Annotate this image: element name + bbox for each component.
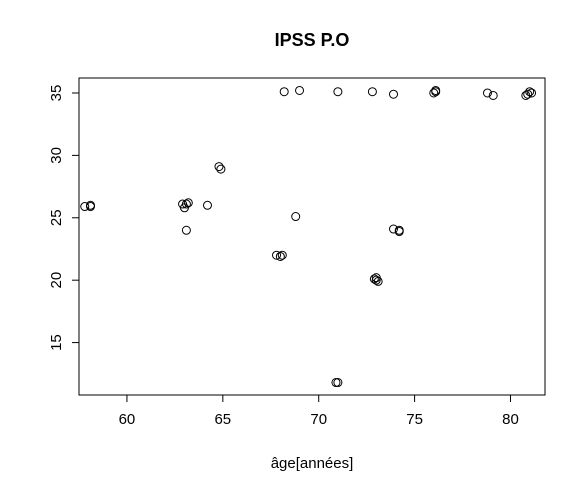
data-point — [277, 250, 287, 260]
y-tick-label: 15 — [48, 334, 65, 351]
data-point — [80, 202, 90, 212]
data-point — [183, 198, 193, 208]
data-point — [279, 87, 289, 97]
x-axis-label: âge[années] — [271, 455, 354, 472]
data-point — [214, 162, 224, 172]
x-tick-label: 65 — [214, 411, 231, 428]
data-point — [331, 378, 341, 388]
data-point — [275, 251, 285, 261]
y-tick-label: 20 — [48, 272, 65, 289]
data-point — [525, 87, 535, 97]
y-tick-label: 25 — [48, 209, 65, 226]
data-point — [202, 200, 212, 210]
x-axis: 60 65 70 75 80 — [119, 394, 519, 428]
y-tick-label: 30 — [48, 147, 65, 164]
plot-frame — [78, 77, 546, 396]
x-tick-label: 60 — [119, 411, 136, 428]
data-point — [373, 276, 383, 286]
data-point — [295, 85, 305, 95]
data-point — [389, 224, 399, 234]
data-point — [527, 88, 537, 98]
data-point — [488, 90, 498, 100]
x-tick-label: 70 — [310, 411, 327, 428]
data-point — [389, 89, 399, 99]
data-point — [181, 199, 191, 209]
data-point — [431, 85, 441, 95]
data-point — [367, 87, 377, 97]
data-point — [482, 88, 492, 98]
data-point — [333, 378, 343, 388]
y-axis: 15 20 25 30 35 — [48, 85, 80, 351]
x-tick-label: 75 — [406, 411, 423, 428]
data-point — [429, 88, 439, 98]
data-point — [181, 225, 191, 235]
y-tick-label: 35 — [48, 85, 65, 102]
data-point — [394, 227, 404, 237]
data-point — [291, 212, 301, 222]
data-point — [333, 87, 343, 97]
chart-title: IPSS P.O — [275, 30, 350, 50]
data-point — [371, 275, 381, 285]
x-tick-label: 80 — [502, 411, 519, 428]
data-point — [86, 200, 96, 210]
data-point — [216, 164, 226, 174]
data-points — [80, 85, 537, 388]
data-point — [272, 250, 282, 260]
data-point — [523, 89, 533, 99]
